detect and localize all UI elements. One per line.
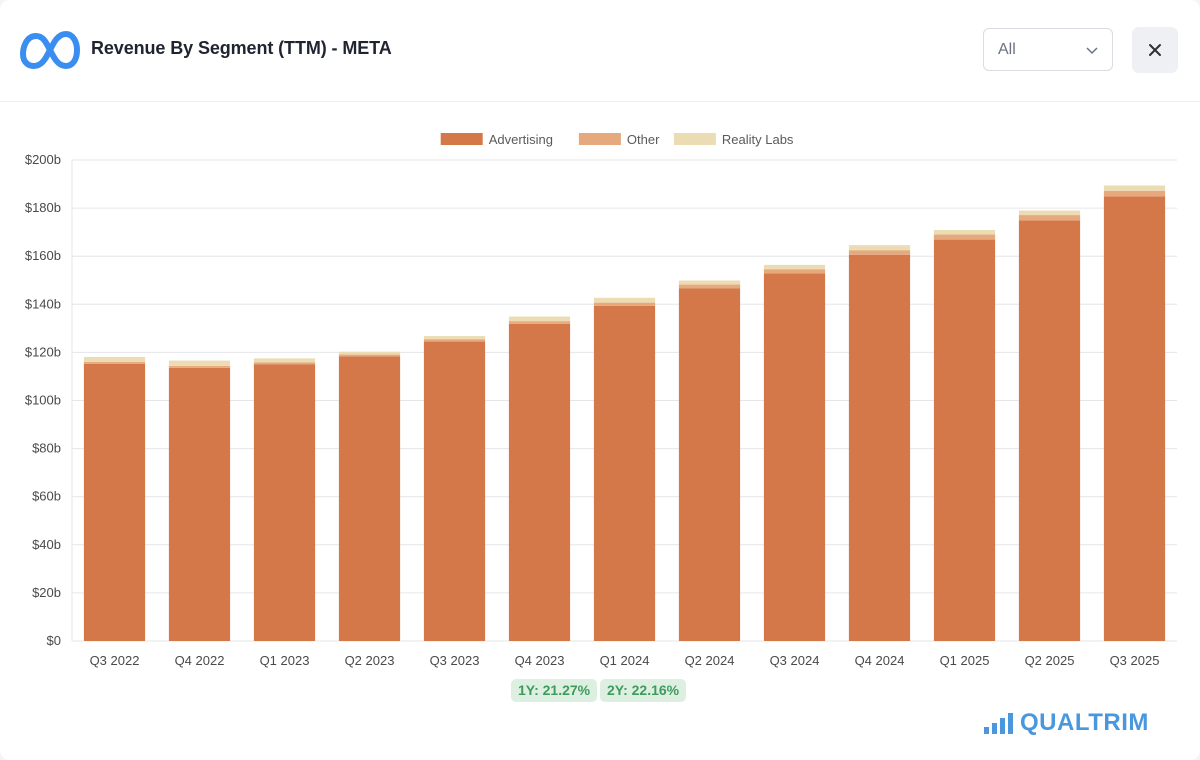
bar-reality-labs — [168, 360, 231, 366]
bar-advertising — [423, 341, 486, 641]
x-tick-label: Q3 2022 — [90, 653, 140, 668]
x-tick-label: Q3 2025 — [1110, 653, 1160, 668]
x-tick-label: Q3 2024 — [770, 653, 820, 668]
close-icon — [1149, 44, 1161, 56]
bar-advertising — [508, 323, 571, 641]
growth-2y-badge: 2Y: 22.16% — [600, 679, 687, 702]
x-tick-label: Q4 2022 — [175, 653, 225, 668]
bar-reality-labs — [1018, 210, 1081, 216]
bar-reality-labs — [423, 336, 486, 340]
bar-reality-labs — [593, 297, 656, 303]
x-tick-label: Q3 2023 — [430, 653, 480, 668]
legend-swatch — [673, 133, 716, 145]
brand-name: QUALTRIM — [1020, 709, 1149, 736]
bar-other — [1103, 190, 1166, 197]
legend-label: Other — [627, 132, 660, 147]
y-tick-label: $0 — [47, 633, 61, 648]
y-tick-label: $40b — [32, 537, 61, 552]
bar-other — [678, 284, 741, 289]
card-header: Revenue By Segment (TTM) - META All — [0, 0, 1200, 102]
bar-advertising — [168, 367, 231, 641]
bar-advertising — [593, 305, 656, 641]
legend-label: Advertising — [489, 132, 553, 147]
bar-reality-labs — [763, 264, 826, 270]
x-tick-label: Q2 2024 — [685, 653, 735, 668]
bar-other — [338, 354, 401, 357]
y-tick-label: $180b — [25, 200, 61, 215]
bar-advertising — [933, 239, 996, 641]
y-tick-label: $140b — [25, 296, 61, 311]
legend-swatch — [440, 133, 483, 145]
x-tick-label: Q1 2023 — [260, 653, 310, 668]
revenue-bar-chart: $0 $20b $40b $60b $80b $100b $120b $140b $160b $1… — [25, 132, 1177, 668]
bar-reality-labs — [1103, 185, 1166, 191]
chevron-down-icon — [1086, 47, 1098, 55]
bar-other — [83, 362, 146, 364]
bar-other — [763, 269, 826, 274]
bar-advertising — [253, 364, 316, 641]
growth-1y-badge: 1Y: 21.27% — [511, 679, 598, 702]
close-button[interactable] — [1132, 27, 1178, 73]
bar-other — [848, 250, 911, 255]
bar-other — [508, 321, 571, 324]
x-tick-label: Q1 2024 — [600, 653, 650, 668]
bar-reality-labs — [933, 229, 996, 235]
bar-other — [423, 339, 486, 342]
x-tick-label: Q4 2024 — [855, 653, 905, 668]
bar-advertising — [338, 356, 401, 641]
filter-selected-value: All — [998, 41, 1016, 58]
bar-advertising — [1018, 220, 1081, 641]
y-tick-label: $200b — [25, 152, 61, 167]
bar-other — [933, 234, 996, 240]
bar-reality-labs — [338, 351, 401, 355]
legend-label: Reality Labs — [722, 132, 794, 147]
signal-bars-icon — [984, 713, 1013, 734]
x-tick-label: Q4 2023 — [515, 653, 565, 668]
bar-advertising — [763, 273, 826, 641]
y-tick-label: $100b — [25, 393, 61, 408]
bar-reality-labs — [253, 358, 316, 363]
meta-logo-icon — [20, 31, 80, 69]
bar-reality-labs — [678, 280, 741, 285]
bar-advertising — [848, 254, 911, 641]
legend-swatch — [578, 133, 621, 145]
bar-other — [1018, 215, 1081, 221]
y-tick-label: $80b — [32, 441, 61, 456]
bar-other — [253, 362, 316, 365]
bar-reality-labs — [83, 356, 146, 363]
y-tick-label: $20b — [32, 585, 61, 600]
segment-filter-select[interactable]: All — [983, 28, 1113, 71]
x-tick-label: Q1 2025 — [940, 653, 990, 668]
bar-other — [593, 302, 656, 306]
y-tick-label: $60b — [32, 489, 61, 504]
y-tick-label: $120b — [25, 344, 61, 359]
x-tick-label: Q2 2025 — [1025, 653, 1075, 668]
bar-advertising — [678, 288, 741, 641]
bar-reality-labs — [508, 316, 571, 322]
bar-other — [168, 365, 231, 368]
bar-advertising — [1103, 196, 1166, 641]
x-tick-label: Q2 2023 — [345, 653, 395, 668]
bar-advertising — [83, 363, 146, 641]
page-title: Revenue By Segment (TTM) - META — [91, 38, 392, 58]
bar-reality-labs — [848, 245, 911, 251]
y-tick-label: $160b — [25, 248, 61, 263]
